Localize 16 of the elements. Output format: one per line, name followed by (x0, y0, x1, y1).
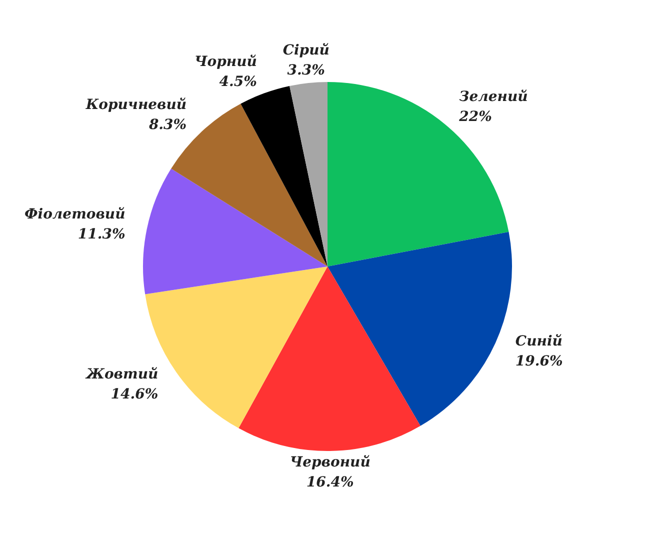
data-label: 11.3% (78, 226, 126, 242)
data-label: 14.6% (110, 386, 158, 402)
data-label: 22% (458, 109, 492, 126)
slice-label: Чорний (194, 54, 257, 70)
data-label: 19.6% (515, 354, 563, 370)
slice-label: Фіолетовий (24, 206, 126, 222)
slice-label: Червоний (290, 454, 370, 471)
slice-label: Синій (515, 334, 562, 350)
slice-label: Сірий (282, 42, 330, 59)
data-label: 4.5% (219, 74, 257, 90)
slice-label: Зелений (459, 89, 528, 106)
slice-label: Жовтий (85, 366, 158, 382)
slice-label: Коричневий (84, 97, 187, 114)
data-label: 16.4% (306, 474, 354, 491)
data-label: 8.3% (148, 117, 187, 134)
data-label: 3.3% (287, 62, 325, 79)
